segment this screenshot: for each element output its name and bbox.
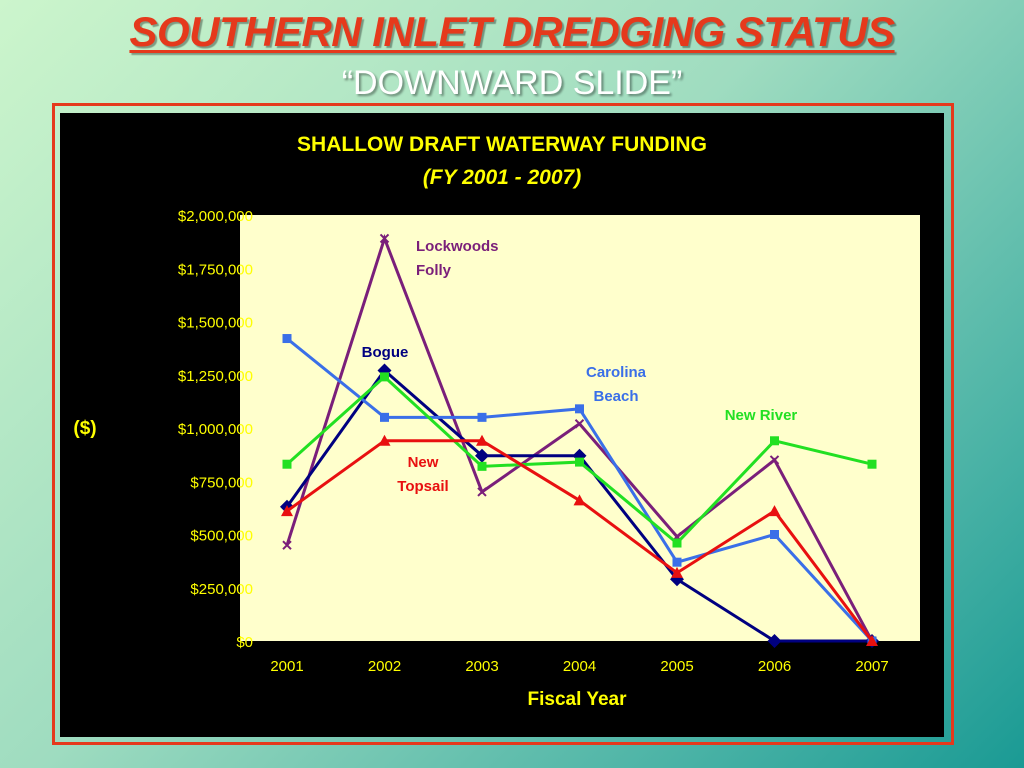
data-point (866, 635, 878, 646)
data-point (770, 530, 779, 539)
x-tick-label: 2004 (563, 658, 596, 675)
data-point (476, 434, 488, 446)
data-point (767, 634, 782, 648)
x-tick-label: 2006 (758, 658, 791, 675)
data-point (378, 434, 391, 446)
slide-title: SOUTHERN INLET DREDGING STATUS (129, 8, 895, 55)
x-tick-label: 2001 (270, 658, 303, 675)
chart-title: SHALLOW DRAFT WATERWAY FUNDING (297, 133, 707, 156)
data-point (380, 412, 389, 422)
y-tick-label: $1,000,000 (178, 421, 253, 438)
series-label: New (408, 454, 439, 471)
data-point (281, 505, 293, 517)
y-axis-label: ($) (73, 418, 96, 439)
data-point (380, 372, 389, 382)
chart-subtitle: (FY 2001 - 2007) (423, 166, 581, 189)
data-point (672, 538, 682, 548)
data-point (770, 436, 779, 446)
x-tick-label: 2002 (368, 658, 401, 675)
data-point (867, 459, 877, 469)
series-label: Topsail (397, 478, 448, 495)
x-axis-label: Fiscal Year (528, 689, 628, 710)
data-point (379, 233, 390, 244)
data-point (768, 505, 781, 517)
chart-area: SHALLOW DRAFT WATERWAY FUNDING (FY 2001 -… (60, 113, 944, 737)
chart-frame (52, 103, 954, 745)
y-tick-label: $750,000 (190, 474, 253, 491)
x-tick-label: 2003 (465, 658, 498, 675)
y-tick-label: $0 (236, 634, 253, 651)
y-tick-label: $1,500,000 (178, 315, 253, 332)
data-point (574, 419, 585, 429)
x-tick-label: 2007 (855, 658, 888, 675)
data-point (670, 572, 684, 587)
y-tick-label: $1,750,000 (178, 261, 253, 278)
series-label: Folly (416, 262, 452, 279)
y-tick-label: $2,000,000 (178, 208, 253, 225)
y-tick-label: $1,250,000 (178, 368, 253, 385)
data-point (575, 404, 584, 414)
data-point (573, 494, 586, 506)
y-tick-label: $250,000 (190, 581, 253, 598)
data-point (575, 457, 584, 467)
slide-subtitle: “DOWNWARD SLIDE” (341, 64, 683, 102)
line-chart: SHALLOW DRAFT WATERWAY FUNDING (FY 2001 -… (73, 133, 920, 710)
data-point (282, 334, 292, 344)
data-point (477, 487, 487, 497)
data-point (475, 448, 489, 463)
data-point (282, 459, 292, 469)
data-point (477, 461, 487, 471)
series-label: New River (725, 407, 798, 424)
series-label: Beach (593, 388, 638, 405)
y-tick-label: $500,000 (190, 528, 253, 545)
x-tick-label: 2005 (660, 658, 693, 675)
series-label: Bogue (362, 344, 409, 361)
data-point (282, 540, 292, 550)
data-point (671, 566, 683, 578)
series-label: Carolina (586, 364, 647, 381)
series-label: Lockwoods (416, 238, 499, 255)
data-point (477, 412, 487, 422)
data-point (769, 455, 780, 465)
data-point (672, 557, 682, 567)
